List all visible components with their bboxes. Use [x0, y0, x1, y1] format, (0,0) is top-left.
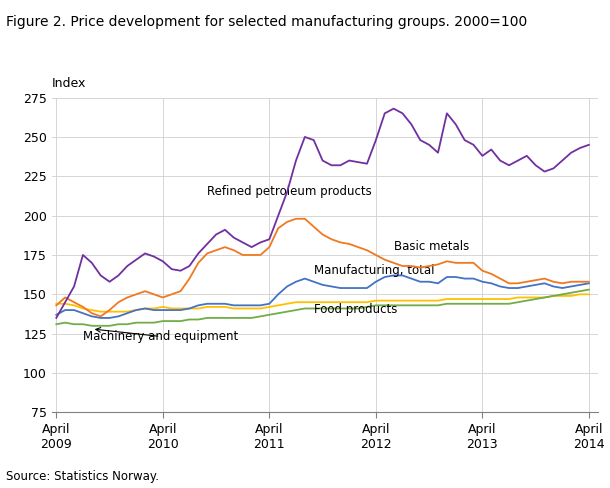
Text: Source: Statistics Norway.: Source: Statistics Norway. [6, 470, 159, 483]
Text: Manufacturing, total: Manufacturing, total [314, 264, 434, 277]
Text: Index: Index [52, 77, 86, 90]
Text: Basic metals: Basic metals [393, 240, 469, 253]
Text: Figure 2. Price development for selected manufacturing groups. 2000=100: Figure 2. Price development for selected… [6, 15, 528, 29]
Text: Food products: Food products [314, 303, 397, 316]
Text: Machinery and equipment: Machinery and equipment [83, 327, 238, 343]
Text: Refined petroleum products: Refined petroleum products [207, 185, 372, 198]
